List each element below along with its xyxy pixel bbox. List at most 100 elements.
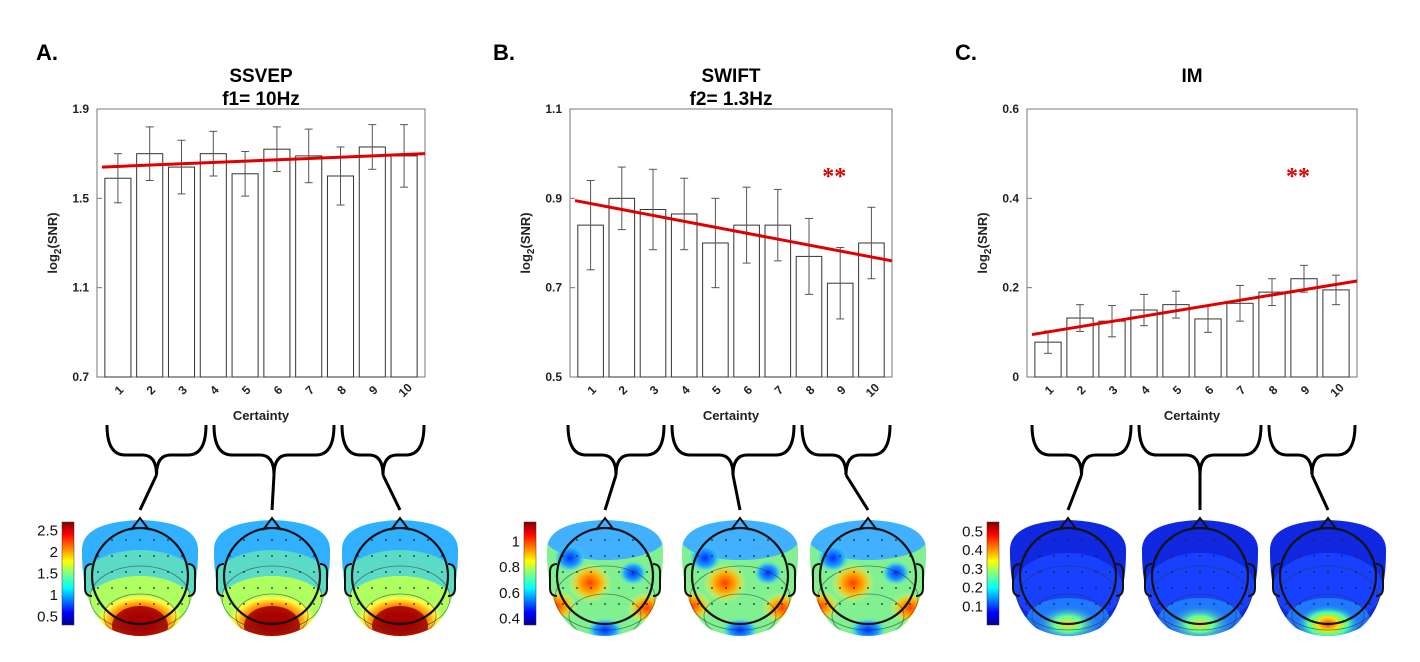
brace-connector	[844, 474, 870, 511]
electrode-dot	[125, 555, 127, 557]
nose-marker	[262, 516, 282, 531]
y-tick-label: 0.7	[72, 370, 89, 384]
electrode-dot	[753, 603, 755, 605]
bar-9	[358, 146, 386, 378]
electrode-dot	[767, 555, 769, 557]
right-ear	[1375, 563, 1384, 597]
electrode-dot	[853, 603, 855, 605]
electrode-dot	[1285, 587, 1287, 589]
head-outline	[690, 526, 790, 626]
bar-6	[263, 148, 291, 378]
x-axis-label: Certainty	[233, 408, 290, 423]
electrode-dot	[427, 587, 429, 589]
electrode-dot	[371, 603, 373, 605]
y-label-main: log	[975, 254, 990, 274]
electrode-dot	[725, 587, 727, 589]
electrode-dot	[1171, 571, 1173, 573]
bar-1	[104, 177, 132, 378]
panel-letter: B.	[493, 40, 515, 65]
electrode-dot	[1081, 587, 1083, 589]
topoplot-1	[81, 516, 199, 636]
head-outline	[555, 526, 655, 626]
x-tick-label: 10	[396, 380, 416, 400]
x-tick-label: 5	[709, 383, 724, 398]
plot-frame	[569, 108, 893, 378]
electrode-dot	[153, 587, 155, 589]
electrode-dot	[111, 587, 113, 589]
electrode-dot	[590, 587, 592, 589]
electrode-dot	[139, 603, 141, 605]
electrode-dot	[285, 603, 287, 605]
electrode-dot	[767, 603, 769, 605]
nose-marker	[390, 516, 410, 531]
electrode-dot	[1327, 603, 1329, 605]
group-brace	[800, 424, 892, 476]
topoplot-3	[341, 516, 459, 636]
electrode-dot	[181, 587, 183, 589]
contour-line	[89, 565, 191, 631]
electrode-dot	[1171, 539, 1173, 541]
electrode-dot	[895, 603, 897, 605]
head-outline	[90, 526, 190, 626]
plot-frame	[96, 108, 426, 378]
nose-marker	[130, 516, 150, 531]
topoplot-2	[1141, 516, 1259, 636]
panel-letter: A.	[36, 40, 58, 65]
contour-line	[1031, 593, 1105, 636]
electrode-dot	[1157, 603, 1159, 605]
electrode-dot	[618, 555, 620, 557]
electrode-dot	[413, 555, 415, 557]
electrode-dot	[399, 571, 401, 573]
right-ear	[1115, 563, 1124, 597]
electrode-dot	[139, 555, 141, 557]
right-ear	[1247, 563, 1256, 597]
y-tick-label: 0.2	[1002, 281, 1019, 295]
electrode-dot	[1299, 539, 1301, 541]
electrode-dot	[427, 539, 429, 541]
x-tick-label: 7	[1234, 383, 1249, 398]
left-ear	[1012, 563, 1021, 597]
chart-title-line-1: SSVEP	[229, 66, 293, 87]
electrode-dot	[385, 539, 387, 541]
head-outline	[1150, 526, 1250, 626]
y-axis-label: log2(SNR)	[45, 212, 64, 273]
chart-title-line-2: f2= 1.3Hz	[690, 89, 773, 110]
electrode-dot	[427, 555, 429, 557]
electrode-dot	[413, 603, 415, 605]
electrode-dot	[576, 587, 578, 589]
topomap-field	[213, 520, 331, 636]
electrode-dot	[646, 603, 648, 605]
y-axis-label: log2(SNR)	[975, 212, 994, 273]
electrode-dot	[1171, 587, 1173, 589]
electrode-dot	[385, 603, 387, 605]
electrode-dot	[1299, 587, 1301, 589]
electrode-dot	[1199, 603, 1201, 605]
electrode-dot	[1213, 603, 1215, 605]
electrode-dot	[1313, 555, 1315, 557]
electrode-dot	[399, 539, 401, 541]
electrode-dot	[1081, 539, 1083, 541]
x-tick-label: 5	[239, 383, 254, 398]
colorbar-tick-label: 1.5	[37, 566, 58, 583]
electrode-dot	[1355, 571, 1357, 573]
left-ear	[84, 563, 93, 597]
electrode-dot	[1025, 571, 1027, 573]
electrode-dot	[1095, 587, 1097, 589]
electrode-dot	[711, 571, 713, 573]
bar-8	[326, 175, 355, 378]
head-outline	[818, 526, 918, 626]
electrode-dot	[1081, 555, 1083, 557]
colorbar	[986, 521, 1000, 626]
electrode-dot	[781, 587, 783, 589]
electrode-dot	[371, 555, 373, 557]
electrode-dot	[1341, 587, 1343, 589]
electrode-dot	[153, 571, 155, 573]
electrode-dot	[753, 587, 755, 589]
group-brace	[670, 424, 796, 476]
electrode-dot	[1227, 587, 1229, 589]
electrode-dot	[167, 587, 169, 589]
electrode-dot	[125, 539, 127, 541]
electrode-dot	[1185, 555, 1187, 557]
